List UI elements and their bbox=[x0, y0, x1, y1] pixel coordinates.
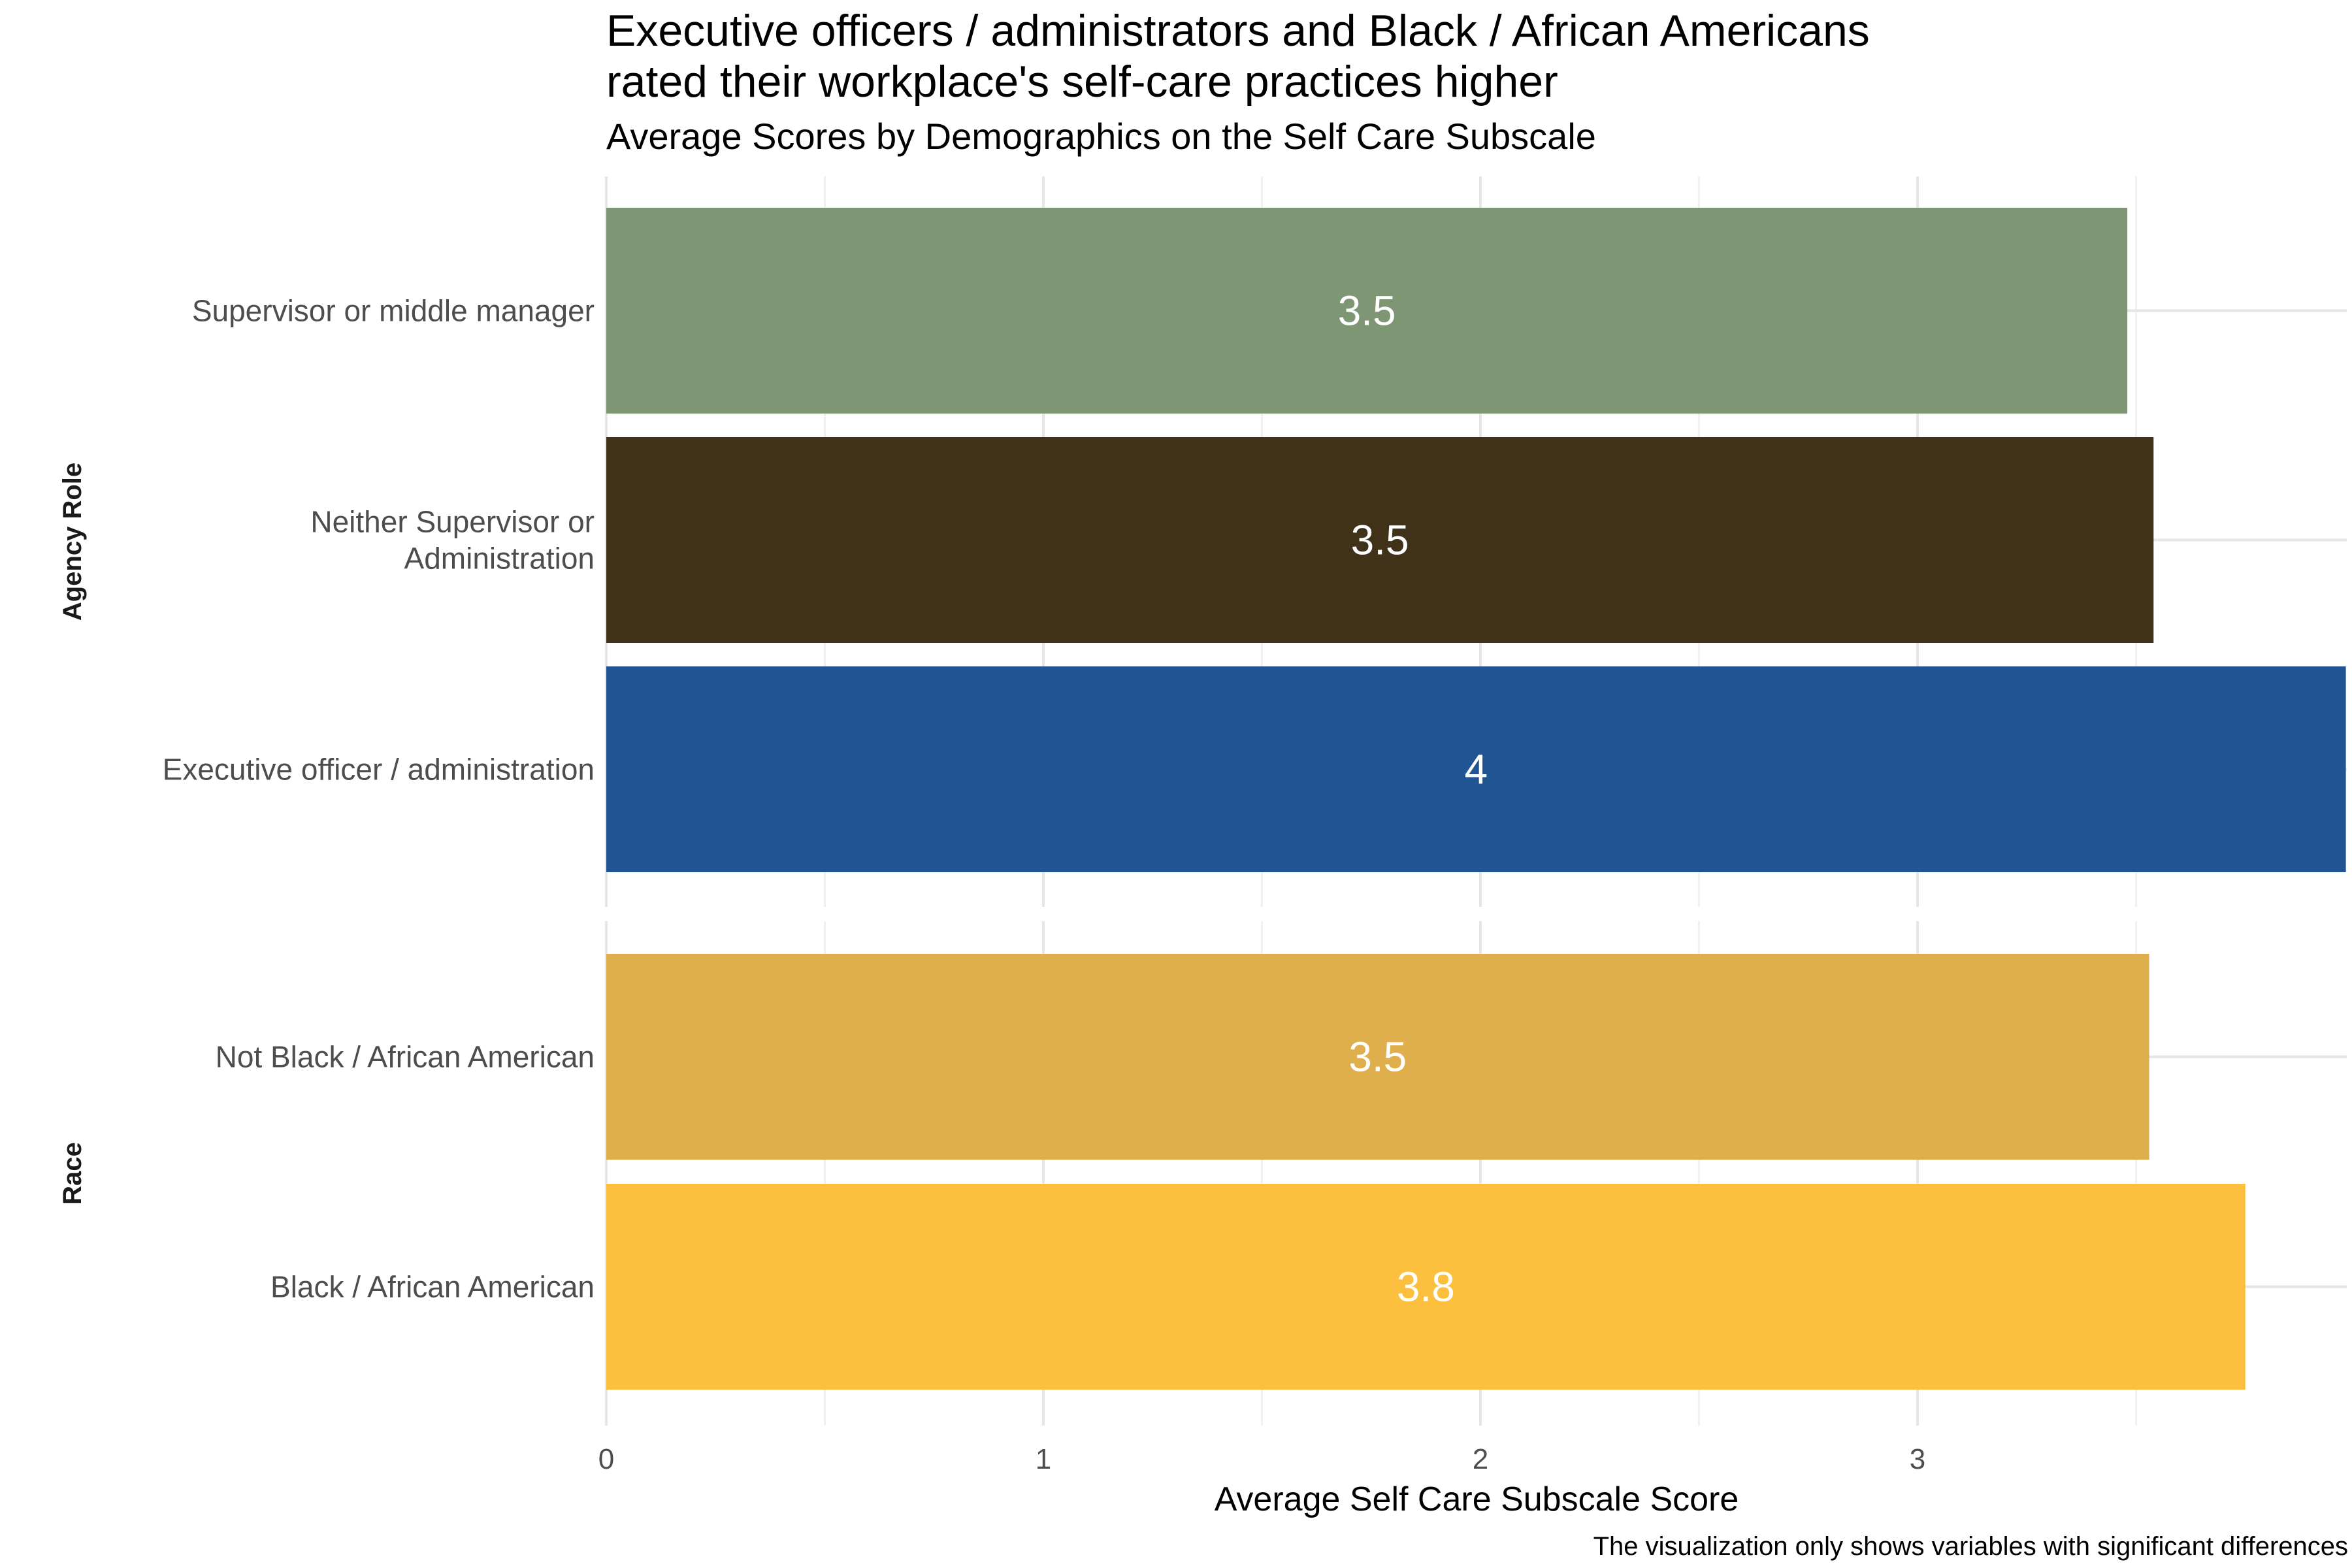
bar-executive-officer-administration bbox=[606, 666, 2346, 872]
bar-value-label: 4 bbox=[1465, 746, 1488, 793]
chart-title-line-1: Executive officers / administrators and … bbox=[606, 6, 1870, 56]
bar-value-label: 3.5 bbox=[1338, 287, 1396, 335]
bar-neither-supervisor-or-administration bbox=[606, 437, 2154, 643]
category-label: Not Black / African American bbox=[216, 1040, 595, 1074]
category-label: Administration bbox=[404, 542, 595, 576]
x-axis-title: Average Self Care Subscale Score bbox=[1215, 1480, 1739, 1518]
x-tick-label: 2 bbox=[1473, 1443, 1488, 1475]
x-tick-label: 3 bbox=[1910, 1443, 1925, 1475]
bar-not-black-african-american bbox=[606, 954, 2149, 1160]
category-label: Executive officer / administration bbox=[163, 753, 595, 787]
x-tick-label: 1 bbox=[1036, 1443, 1051, 1475]
category-label: Supervisor or middle manager bbox=[192, 294, 595, 328]
chart-subtitle: Average Scores by Demographics on the Se… bbox=[606, 116, 1596, 157]
facet-label-race: Race bbox=[58, 1142, 87, 1205]
chart-caption: The visualization only shows variables w… bbox=[1593, 1532, 2348, 1561]
bar-value-label: 3.5 bbox=[1348, 1034, 1407, 1081]
bar-supervisor-or-middle-manager bbox=[606, 208, 2128, 414]
bar-value-label: 3.5 bbox=[1351, 517, 1409, 564]
facet-label-agency-role: Agency Role bbox=[58, 463, 87, 621]
bar-black-african-american bbox=[606, 1184, 2246, 1390]
category-label: Neither Supervisor or bbox=[310, 505, 595, 539]
chart-title: Executive officers / administrators and … bbox=[606, 5, 1870, 107]
x-tick-label: 0 bbox=[598, 1443, 614, 1475]
bar-value-label: 3.8 bbox=[1397, 1264, 1455, 1311]
category-label: Black / African American bbox=[270, 1270, 595, 1304]
chart-title-line-2: rated their workplace's self-care practi… bbox=[606, 57, 1558, 106]
